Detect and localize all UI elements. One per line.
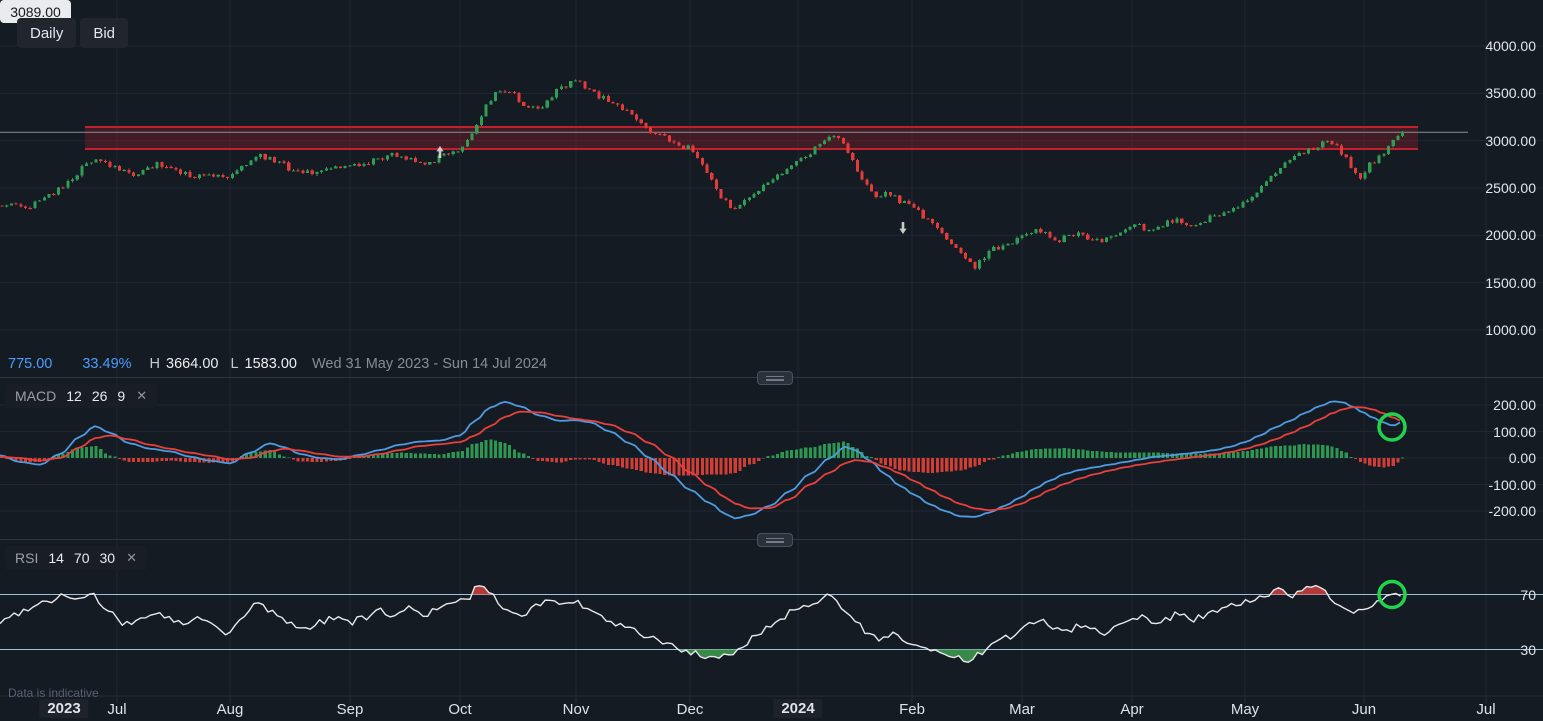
rsi-pane-resize-handle[interactable] — [757, 533, 793, 547]
rsi-axis-label: 30 — [1520, 641, 1536, 658]
macd-axis-label: 200.00 — [1493, 397, 1536, 413]
change-percent: 33.49% — [82, 356, 132, 372]
gridlines — [0, 0, 1543, 696]
macd-axis-label: -100.00 — [1488, 476, 1536, 493]
time-axis-label: Apr — [1120, 701, 1144, 718]
time-axis-label: Feb — [899, 701, 925, 718]
price-axis-label: 1500.00 — [1485, 274, 1536, 291]
time-axis-label: Nov — [562, 701, 590, 718]
current-price-tag: 3089.00 — [0, 0, 71, 23]
rsi-signal-circle — [1377, 579, 1407, 610]
change-value: 775.00 — [8, 356, 53, 372]
price-axis-label: 2500.00 — [1485, 180, 1536, 196]
macd-param-signal: 9 — [117, 388, 126, 404]
instrument-status-row: 775.00 33.49% H 3664.00 L 1583.00 Wed 31… — [8, 356, 547, 372]
rsi-param-oversold: 30 — [99, 550, 116, 566]
macd-axis-label: 100.00 — [1493, 423, 1536, 440]
macd-indicator-label[interactable]: MACD 12 26 9 ✕ — [5, 384, 158, 408]
macd-param-slow: 26 — [91, 388, 108, 404]
candles-layer — [0, 79, 1405, 271]
price-axis-label: 4000.00 — [1485, 38, 1536, 54]
macd-axis-label: 0.00 — [1508, 450, 1536, 466]
date-range: Wed 31 May 2023 - Sun 14 Jul 2024 — [311, 356, 548, 372]
bid-button[interactable]: Bid — [80, 18, 129, 48]
price-axis-label: 2000.00 — [1485, 227, 1536, 244]
rsi-indicator-label[interactable]: RSI 14 70 30 ✕ — [5, 546, 147, 570]
rsi-axis-label: 70 — [1520, 586, 1536, 603]
time-axis-label: Mar — [1009, 701, 1035, 718]
rsi-band-lines — [0, 594, 1543, 650]
macd-histogram — [0, 439, 1405, 476]
macd-signal-circle — [1377, 412, 1407, 442]
price-axis-label: 3500.00 — [1485, 85, 1536, 102]
rsi-line — [0, 584, 1401, 663]
price-axis-label: 3000.00 — [1485, 132, 1536, 149]
time-axis-label: Dec — [676, 701, 704, 718]
toolbar: Daily Bid — [17, 18, 129, 48]
macd-close-icon[interactable]: ✕ — [136, 388, 148, 403]
rsi-param-period: 14 — [48, 550, 64, 566]
time-axis-border — [0, 694, 1543, 703]
disclaimer-text: Data is indicative — [8, 686, 99, 700]
rsi-pane-separator — [0, 533, 1543, 547]
high-label: H — [149, 356, 161, 372]
time-axis-label: Jul — [107, 701, 127, 718]
rsi-param-overbought: 70 — [73, 550, 90, 566]
time-axis-label: Sep — [336, 701, 364, 718]
time-axis-label: Jun — [1351, 701, 1377, 718]
macd-axis-label: -200.00 — [1488, 503, 1536, 519]
macd-param-fast: 12 — [66, 388, 82, 404]
timeframe-button[interactable]: Daily — [17, 18, 77, 48]
resistance-zone — [85, 125, 1418, 150]
macd-name: MACD — [15, 388, 57, 404]
cursor-down-icon — [899, 222, 907, 234]
time-axis-label: Jul — [1476, 701, 1496, 718]
price-axis-label: 1000.00 — [1485, 322, 1536, 338]
time-axis-label: Oct — [448, 701, 472, 718]
macd-pane-separator — [0, 371, 1543, 385]
rsi-close-icon[interactable]: ✕ — [126, 550, 137, 565]
time-axis-label: May — [1230, 701, 1260, 718]
time-axis-label: 2024 — [773, 699, 823, 718]
time-axis-label: 2023 — [39, 699, 89, 718]
rsi-name: RSI — [15, 550, 39, 566]
time-axis-label: Aug — [216, 701, 244, 718]
macd-pane-resize-handle[interactable] — [757, 371, 793, 385]
macd-line — [0, 400, 1401, 520]
rsi-oversold-fill — [0, 649, 1401, 663]
high-value: 3664.00 — [166, 356, 219, 372]
low-value: 1583.00 — [244, 356, 297, 372]
cursor-up-icon — [436, 146, 444, 158]
macd-signal-line — [0, 406, 1401, 512]
low-label: L — [230, 356, 239, 372]
